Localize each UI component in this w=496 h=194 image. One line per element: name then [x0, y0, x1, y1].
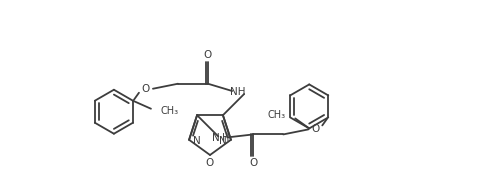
Text: CH₃: CH₃ — [161, 106, 179, 116]
Text: H: H — [222, 133, 229, 143]
Text: O: O — [249, 158, 257, 168]
Text: O: O — [206, 158, 214, 168]
Text: O: O — [142, 84, 150, 94]
Text: CH₃: CH₃ — [267, 110, 285, 120]
Text: O: O — [311, 124, 319, 134]
Text: NH: NH — [231, 87, 246, 97]
Text: N: N — [193, 136, 201, 146]
Text: N: N — [211, 133, 219, 143]
Text: N: N — [219, 136, 227, 146]
Text: O: O — [204, 50, 212, 60]
